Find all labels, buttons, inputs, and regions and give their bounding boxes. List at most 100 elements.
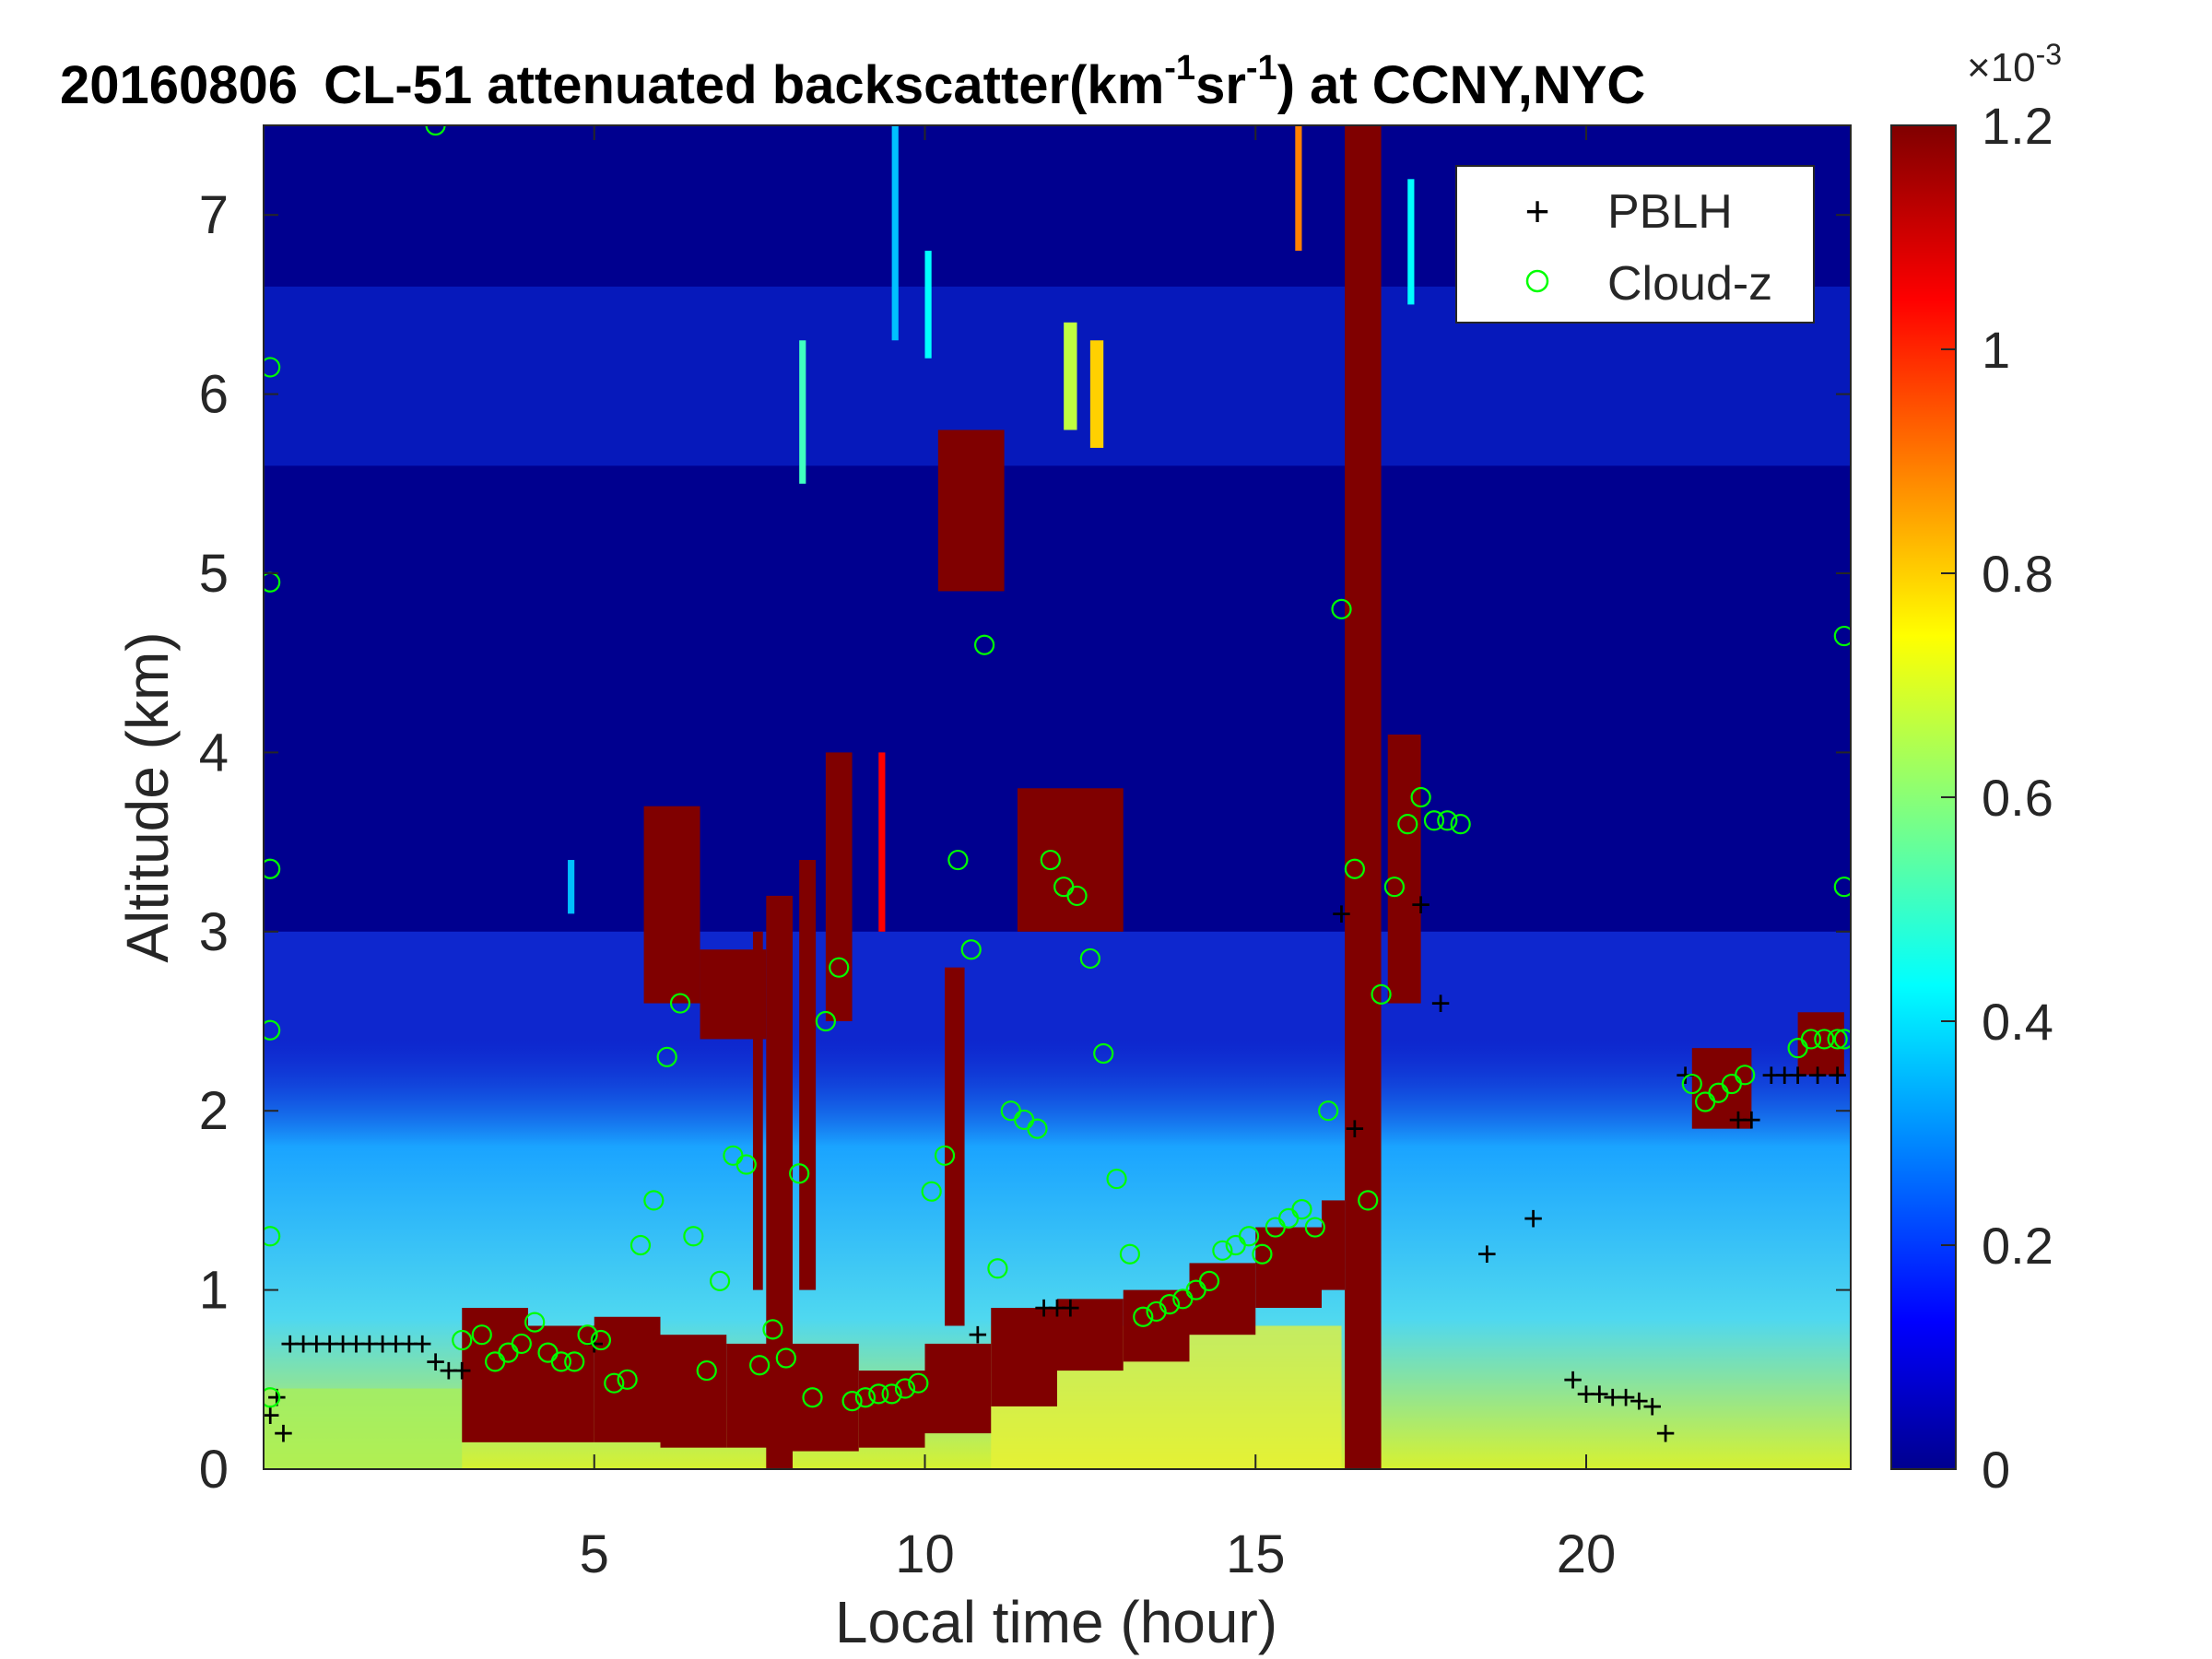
pblh-marker: + xyxy=(1477,1236,1497,1275)
cloudz-marker xyxy=(1681,1073,1702,1095)
colorbar-tick-label: 0.2 xyxy=(1982,1217,2053,1275)
y-tick-label: 5 xyxy=(199,544,229,604)
cloudz-marker xyxy=(1212,1240,1233,1261)
cloudz-marker xyxy=(511,1333,532,1355)
title-sup1: -1 xyxy=(1164,49,1195,88)
x-axis: 5 10 15 20 xyxy=(580,125,1616,1584)
legend-pblh-label: PBLH xyxy=(1607,185,1733,239)
cloudz-marker xyxy=(1146,1300,1167,1323)
cloudz-marker xyxy=(1358,1190,1379,1211)
cloudz-marker xyxy=(629,1234,652,1256)
pblh-marker: + xyxy=(1787,1056,1807,1095)
pblh-marker: + xyxy=(1761,1056,1782,1095)
cloud-column-7-8 xyxy=(766,895,793,1469)
cloudz-marker xyxy=(1318,1100,1339,1122)
pblh-marker: + xyxy=(1642,1388,1663,1427)
pblh-marker: + xyxy=(425,1343,445,1382)
cloud-base-band-segment xyxy=(528,1325,594,1442)
cloud-block-7 xyxy=(700,949,767,1040)
cloudz-marker xyxy=(264,1387,281,1408)
cloudz-marker xyxy=(452,1329,473,1351)
cloudz-marker xyxy=(1344,858,1365,879)
vertical-cloud-column xyxy=(1345,125,1382,1469)
cloudz-marker xyxy=(868,1383,889,1405)
cloudz-markers xyxy=(264,125,1851,1412)
pblh-marker: + xyxy=(1563,1361,1583,1400)
cloudz-marker xyxy=(1371,983,1392,1005)
pblh-marker: + xyxy=(385,1325,406,1364)
colorbar-tick-label: 0.4 xyxy=(1982,993,2053,1051)
title-mid: sr xyxy=(1195,55,1246,115)
pblh-marker: + xyxy=(333,1325,353,1364)
cloudz-marker xyxy=(1735,1065,1756,1086)
cloudz-marker xyxy=(1198,1270,1220,1291)
pblh-marker: + xyxy=(1589,1375,1609,1414)
cloudz-marker xyxy=(1093,1042,1114,1065)
pblh-marker: + xyxy=(1741,1101,1761,1140)
pblh-marker: + xyxy=(293,1325,313,1364)
cloudz-marker xyxy=(590,1329,612,1351)
colorbar-tick-label: 0 xyxy=(1982,1441,2010,1499)
pblh-marker: + xyxy=(584,1325,605,1364)
pblh-marker: + xyxy=(1676,1056,1696,1095)
cloudz-marker xyxy=(1410,786,1431,808)
plot-frame xyxy=(263,124,1852,1470)
cloudz-marker xyxy=(683,1226,704,1247)
cloudz-marker xyxy=(1331,598,1352,619)
cloudz-marker xyxy=(1814,1029,1835,1050)
legend: + PBLH Cloud-z xyxy=(1455,165,1815,324)
pblh-marker: + xyxy=(1807,1056,1828,1095)
colorbar-tick-label: 0.8 xyxy=(1982,545,2053,603)
cloudz-marker xyxy=(960,939,982,960)
cloudz-marker xyxy=(1133,1306,1154,1327)
y-tick-label: 6 xyxy=(199,365,229,425)
cloud-base-band-segment xyxy=(924,1343,992,1434)
cloudz-marker xyxy=(1383,877,1406,898)
legend-cloudz-label: Cloud-z xyxy=(1607,257,1772,311)
pblh-marker: + xyxy=(1576,1375,1596,1414)
cloud-base-band-segment xyxy=(1255,1227,1322,1309)
cloudz-marker xyxy=(749,1355,771,1376)
cloudz-marker xyxy=(1397,814,1418,835)
pblh-marker: + xyxy=(1034,1289,1054,1328)
streak xyxy=(878,752,886,932)
cloudz-marker xyxy=(550,1351,571,1372)
streak xyxy=(1089,340,1104,448)
y-axis-label: Altitude (km) xyxy=(114,631,181,962)
pblh-marker: + xyxy=(1060,1289,1080,1328)
cloudz-marker xyxy=(264,357,281,378)
pblh-marker: + xyxy=(1603,1379,1623,1418)
colorbar-exponent-base: ×10 xyxy=(1967,45,2036,90)
y-tick-label: 1 xyxy=(199,1261,229,1321)
pblh-marker: + xyxy=(1774,1056,1794,1095)
legend-cloudz-marker xyxy=(1525,269,1549,293)
cloudz-marker xyxy=(1119,1243,1141,1265)
cloudz-marker xyxy=(735,1154,757,1175)
cloud-block-6 xyxy=(643,806,700,1004)
cloudz-marker xyxy=(829,957,850,978)
cloudz-marker xyxy=(921,1181,942,1202)
cloudz-marker xyxy=(709,1270,731,1291)
pblh-marker: + xyxy=(1655,1415,1676,1453)
cloudz-marker xyxy=(1833,877,1851,898)
cloudz-marker xyxy=(841,1391,863,1412)
streak xyxy=(1407,179,1415,305)
cloud-block-22 xyxy=(1691,1048,1752,1129)
legend-box xyxy=(1455,165,1815,324)
cloudz-marker xyxy=(425,125,446,136)
cloudz-marker xyxy=(1833,1029,1851,1050)
cloudz-marker xyxy=(1827,1029,1848,1050)
cloud-block-17 xyxy=(1387,734,1421,1004)
cloudz-marker xyxy=(617,1369,638,1390)
cloudz-marker xyxy=(1079,947,1100,970)
y-axis: 0 1 2 3 4 5 6 7 xyxy=(199,185,1851,1500)
pblh-marker: + xyxy=(266,1379,287,1418)
cloudz-marker xyxy=(264,1019,281,1041)
cloudz-marker xyxy=(987,1258,1008,1279)
cloudz-marker xyxy=(669,993,691,1014)
pblh-marker: + xyxy=(320,1325,340,1364)
streak xyxy=(799,340,806,484)
pblh-marker: + xyxy=(439,1352,459,1391)
cloud-base-band-segment xyxy=(1057,1299,1124,1371)
cloudz-marker xyxy=(524,1312,546,1333)
